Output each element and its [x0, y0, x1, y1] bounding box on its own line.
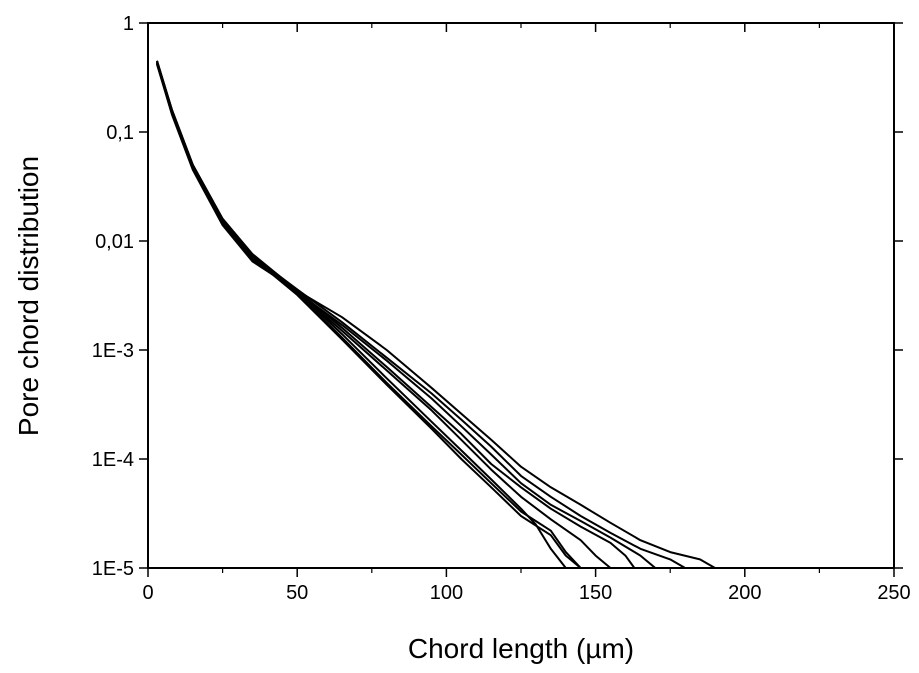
y-axis: 1 0,1 0,01 1E-3 1E-4 1E-5 [92, 13, 903, 580]
x-tick-label: 150 [579, 582, 612, 604]
series-line-5 [156, 61, 636, 568]
series-line-6 [156, 62, 656, 568]
series-line-1 [156, 60, 567, 568]
series-line-4 [156, 63, 612, 568]
x-tick-label: 200 [728, 582, 761, 604]
y-tick-label: 0,1 [106, 122, 134, 144]
data-layer [156, 60, 716, 568]
x-axis-title: Chord length (µm) [408, 633, 634, 664]
x-tick-label: 100 [430, 582, 463, 604]
x-tick-label: 250 [877, 582, 910, 604]
series-line-8 [156, 63, 716, 568]
y-tick-label: 1 [123, 13, 134, 35]
x-tick-label: 0 [142, 582, 153, 604]
y-tick-label: 0,01 [95, 231, 134, 253]
series-line-7 [156, 60, 686, 568]
y-tick-label: 1E-5 [92, 558, 134, 580]
x-axis: 0 50 100 150 200 250 [142, 23, 911, 604]
y-tick-label: 1E-4 [92, 449, 134, 471]
y-axis-title: Pore chord distribution [13, 156, 44, 436]
x-tick-label: 50 [286, 582, 308, 604]
y-tick-label: 1E-3 [92, 340, 134, 362]
